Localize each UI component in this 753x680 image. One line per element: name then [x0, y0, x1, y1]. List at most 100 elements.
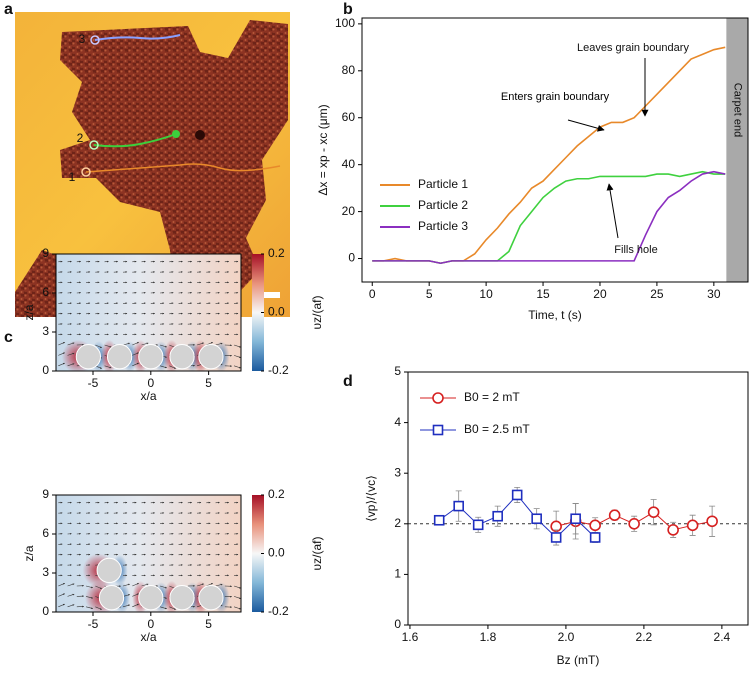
- quiver-arrow: [215, 342, 223, 346]
- y-tick-label: 60: [342, 110, 356, 124]
- particle: [96, 557, 122, 584]
- legend-label: Particle 1: [418, 177, 468, 191]
- quiver-arrow: [58, 342, 65, 346]
- quiver-arrow: [233, 606, 241, 610]
- quiver-arrow: [141, 342, 149, 346]
- quiver-arrow: [132, 603, 139, 608]
- y-tick-label: 2: [394, 516, 401, 530]
- quiver-arrow: [233, 585, 241, 589]
- marker: [667, 524, 679, 536]
- colorbar-tick-label: -0.2: [268, 363, 289, 377]
- plot-frame: [55, 253, 242, 372]
- quiver-arrow: [132, 352, 139, 356]
- marker: [550, 532, 562, 543]
- particle: [75, 344, 102, 370]
- quiver-arrow: [58, 593, 65, 597]
- x-tick-label: 25: [650, 287, 664, 301]
- y-tick-label: 9: [42, 246, 49, 260]
- quiver-arrow: [169, 365, 176, 369]
- quiver-arrow: [85, 606, 94, 610]
- marker: [686, 519, 699, 532]
- x-axis-label: Bz (mT): [557, 653, 600, 667]
- x-tick-label: 10: [479, 287, 493, 301]
- y-tick-label: 6: [42, 285, 49, 299]
- series-line: [372, 170, 726, 265]
- plot-frame: [407, 371, 749, 626]
- marker: [472, 519, 484, 531]
- quiver-arrow: [85, 585, 94, 589]
- x-tick-label: 30: [707, 287, 721, 301]
- velocity-field: [56, 495, 241, 612]
- quiver-arrow: [95, 606, 102, 610]
- marker: [647, 506, 660, 518]
- quiver-arrow: [233, 344, 241, 348]
- y-axis-label: z/a: [22, 545, 36, 561]
- legend-marker: [432, 392, 444, 404]
- quiver-arrow: [104, 344, 112, 348]
- particle: [198, 585, 224, 611]
- marker: [531, 513, 542, 525]
- quiver-arrow: [206, 583, 213, 587]
- x-tick-label: -5: [88, 376, 99, 390]
- track-start: [81, 167, 91, 177]
- x-tick-label: 2.2: [636, 630, 653, 644]
- annotation-text: Enters grain boundary: [500, 91, 610, 103]
- colorbar-tick-label: 0.0: [268, 305, 285, 319]
- particle: [138, 344, 164, 370]
- quiver-arrow: [85, 596, 94, 599]
- colorbar-tick-label: 0.2: [268, 487, 285, 501]
- quiver-arrow: [196, 342, 204, 346]
- quiver-arrow: [58, 362, 65, 367]
- quiver-arrow: [132, 593, 139, 597]
- annotation: Leaves grain boundary: [577, 42, 689, 54]
- y-tick-label: 1: [394, 567, 401, 581]
- scale-bar: [262, 292, 280, 298]
- quiver-arrow: [132, 362, 139, 367]
- quiver-arrow: [141, 583, 149, 587]
- x-tick-label: 0: [147, 376, 154, 390]
- quiver-arrow: [122, 594, 130, 597]
- y-tick-label: 3: [42, 324, 49, 338]
- y-tick-label: 0: [42, 363, 49, 377]
- x-tick-label: 15: [536, 287, 550, 301]
- x-tick-label: 5: [426, 287, 433, 301]
- quiver-arrow: [159, 585, 167, 589]
- x-tick-label: 0: [369, 287, 376, 301]
- quiver-arrow: [67, 583, 75, 587]
- y-tick-label: 20: [342, 204, 356, 218]
- annotation: Carpet end: [731, 83, 743, 137]
- quiver-arrow: [95, 344, 102, 348]
- annotation-arrow: [567, 119, 605, 132]
- particle: [169, 585, 195, 611]
- quiver-arrow: [58, 603, 65, 608]
- marker: [628, 517, 640, 530]
- marker: [492, 510, 503, 522]
- y-tick-label: 6: [42, 526, 49, 540]
- particle: [138, 585, 164, 611]
- x-tick-label: 0: [147, 617, 154, 631]
- x-tick-label: 1.6: [402, 630, 419, 644]
- quiver-arrow: [122, 342, 130, 346]
- quiver-arrow: [58, 352, 65, 356]
- track-label: 1: [69, 170, 76, 184]
- y-tick-label: 0: [394, 617, 401, 631]
- quiver-arrow: [169, 606, 176, 610]
- y-axis-label: Δx = xp - xc (μm): [316, 104, 330, 195]
- quiver-arrow: [67, 342, 75, 346]
- track: [85, 163, 281, 173]
- plot-frame: [361, 17, 749, 283]
- particle: [98, 585, 125, 611]
- velocity-field: [56, 254, 241, 371]
- carpet-end-region: [726, 18, 748, 282]
- track-label: 2: [77, 131, 84, 145]
- colorbar-label: υz/(af): [310, 537, 324, 571]
- y-axis-label: z/a: [22, 304, 36, 320]
- particle: [106, 344, 133, 370]
- quiver-arrow: [67, 593, 75, 597]
- annotation: Fills hole: [614, 244, 657, 256]
- track-end: [172, 130, 180, 138]
- marker: [589, 519, 601, 532]
- x-tick-label: 2.4: [714, 630, 731, 644]
- y-tick-label: 100: [335, 16, 355, 30]
